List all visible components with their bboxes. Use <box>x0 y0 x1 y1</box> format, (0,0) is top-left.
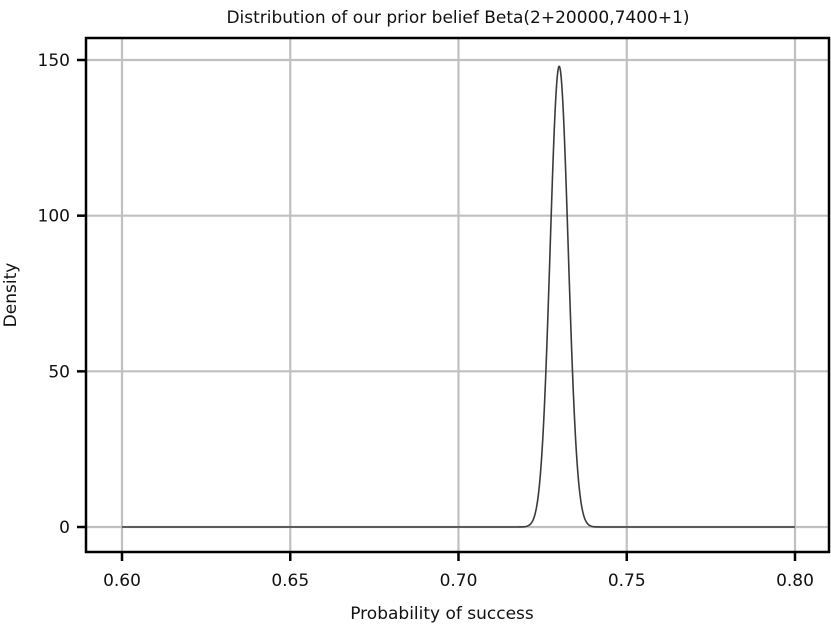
y-axis-label: Density <box>1 263 21 328</box>
x-tick-label: 0.60 <box>103 571 141 591</box>
density-line <box>122 65 795 528</box>
x-tick-label: 0.70 <box>440 571 478 591</box>
y-axis: 0 50 100 150 <box>38 51 86 538</box>
x-axis: 0.60 0.65 0.70 0.75 0.80 <box>103 552 814 591</box>
y-tick-label: 0 <box>59 518 70 538</box>
grid-lines <box>86 38 829 552</box>
y-tick-label: 150 <box>38 51 70 71</box>
y-tick-label: 50 <box>48 362 70 382</box>
x-axis-label: Probability of success <box>350 604 534 624</box>
x-tick-label: 0.65 <box>271 571 309 591</box>
chart-title: Distribution of our prior belief Beta(2+… <box>226 8 689 28</box>
plot-area <box>84 36 831 554</box>
density-curve <box>122 65 795 528</box>
y-tick-label: 100 <box>38 207 70 227</box>
x-tick-label: 0.75 <box>608 571 646 591</box>
x-tick-label: 0.80 <box>776 571 814 591</box>
